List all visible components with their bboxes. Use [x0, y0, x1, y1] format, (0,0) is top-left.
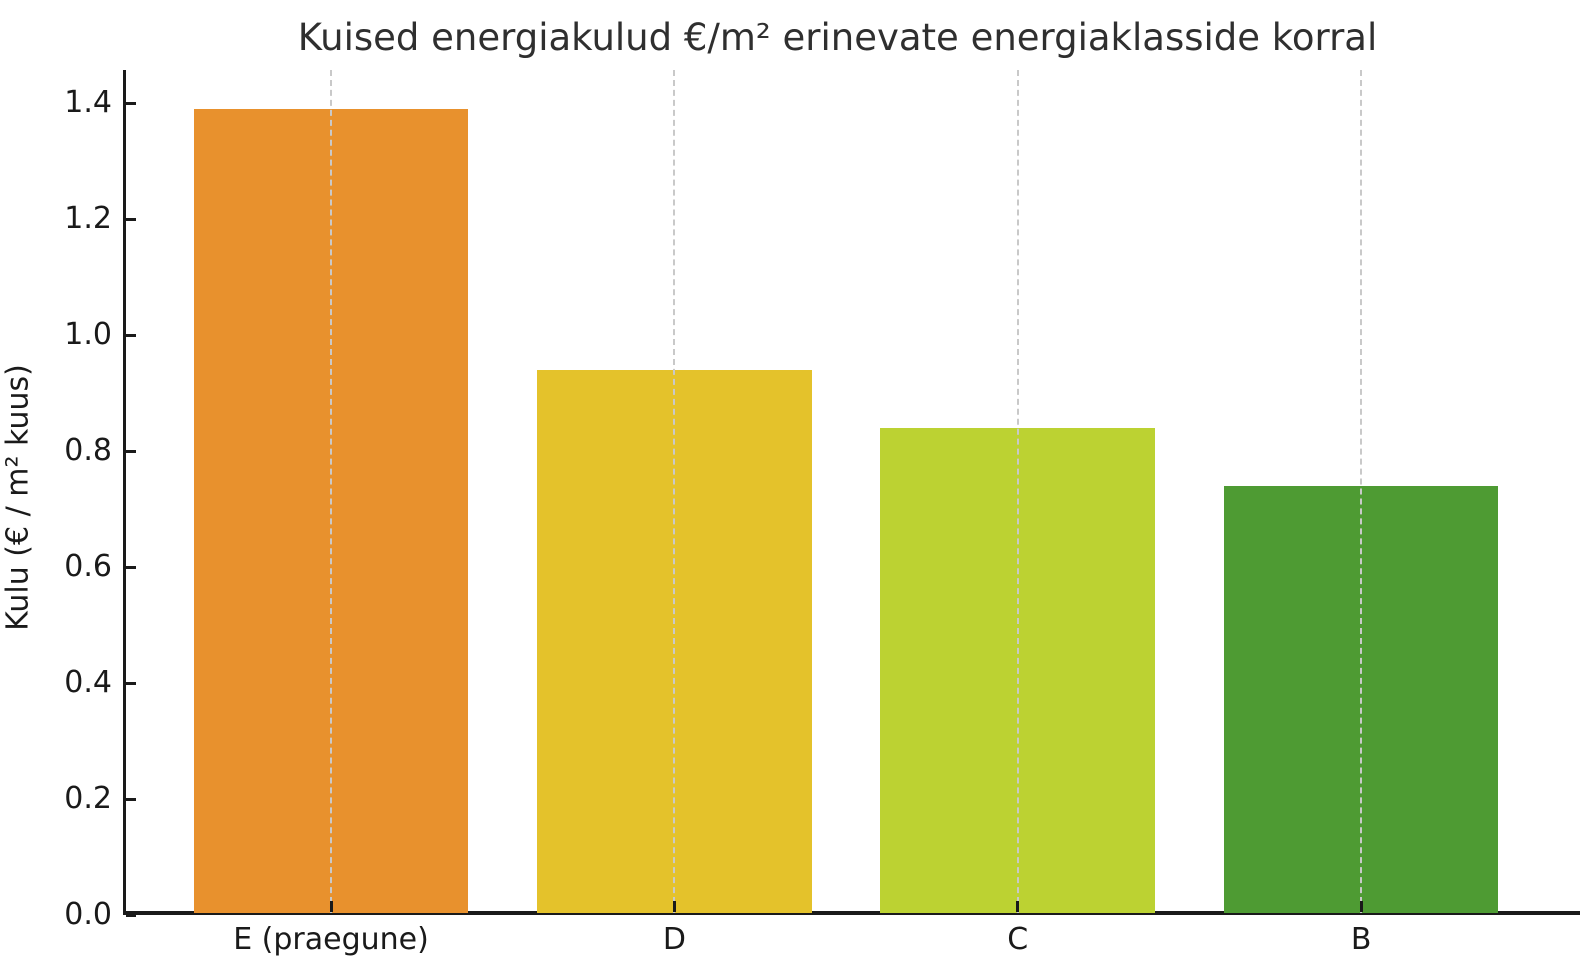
- x-tick-mark: [1016, 901, 1020, 912]
- y-tick-label: 1.2: [64, 201, 112, 236]
- y-axis-spine: [123, 70, 126, 915]
- y-tick-mark: [126, 449, 136, 453]
- y-tick-mark: [126, 913, 136, 917]
- x-tick-label: E (praegune): [233, 922, 429, 957]
- x-tick-mark: [329, 901, 333, 912]
- y-tick-mark: [126, 217, 136, 221]
- x-tick-label: B: [1350, 922, 1372, 957]
- gridline-3: [1016, 70, 1019, 913]
- y-tick-mark: [126, 333, 136, 337]
- y-tick-label: 0.0: [64, 897, 112, 932]
- y-tick-label: 0.4: [64, 665, 112, 700]
- y-tick-label: 1.4: [64, 85, 112, 120]
- y-axis-label: Kulu (€ / m² kuus): [0, 364, 36, 631]
- y-tick-mark: [126, 101, 136, 105]
- gridline-4: [1360, 70, 1363, 913]
- x-tick-mark: [1359, 901, 1363, 912]
- gridline-2: [673, 70, 676, 913]
- y-tick-label: 1.0: [64, 317, 112, 352]
- chart-title: Kuised energiakulud €/m² erinevate energ…: [297, 16, 1378, 59]
- x-axis-spine: [123, 911, 1580, 915]
- x-tick-label: C: [1007, 922, 1029, 957]
- gridline-1: [330, 70, 333, 913]
- x-tick-mark: [672, 901, 676, 912]
- y-tick-mark: [126, 797, 136, 801]
- y-tick-label: 0.8: [64, 433, 112, 468]
- y-tick-mark: [126, 681, 136, 685]
- y-tick-label: 0.2: [64, 781, 112, 816]
- y-tick-label: 0.6: [64, 549, 112, 584]
- x-tick-label: D: [662, 922, 686, 957]
- y-tick-mark: [126, 565, 136, 569]
